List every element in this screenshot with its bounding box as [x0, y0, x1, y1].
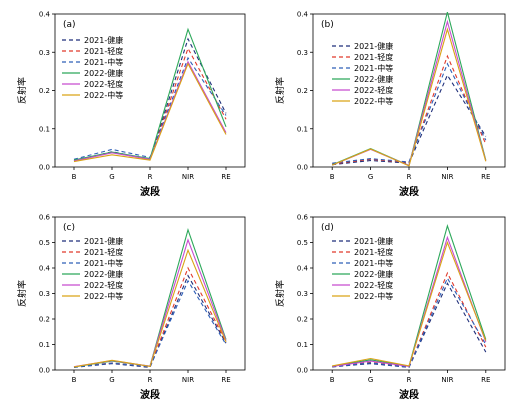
y-tick-label: 0.4 [39, 11, 51, 19]
y-tick-label: 0.6 [39, 214, 51, 222]
series-line-6 [73, 62, 227, 163]
legend-label: 2021-中等 [354, 258, 393, 268]
y-tick-label: 0.0 [39, 367, 50, 375]
y-axis-title: 反射率 [274, 77, 286, 104]
x-tick-label: R [407, 376, 412, 384]
chart-panel-1: 0.00.10.20.30.4B G R NIR RE波段反射率(a)2021-健康20… [16, 11, 246, 198]
legend-label: 2022-轻度 [354, 85, 393, 95]
x-tick-label: B [72, 173, 77, 181]
legend-label: 2021-中等 [84, 57, 123, 67]
series-line-6 [73, 248, 227, 368]
legend-label: 2021-轻度 [354, 247, 393, 257]
y-axis-title: 反射率 [16, 77, 28, 104]
y-tick-label: 0.6 [297, 214, 309, 222]
y-tick-label: 0.5 [297, 239, 308, 247]
x-tick-label: G [368, 173, 373, 181]
y-tick-label: 0.1 [297, 341, 308, 349]
x-tick-label: RE [221, 376, 230, 384]
x-tick-label: B [330, 173, 335, 181]
y-axis-title: 反射率 [274, 280, 286, 307]
legend-label: 2021-中等 [354, 63, 393, 73]
x-tick-label: R [148, 376, 153, 384]
legend-label: 2022-中等 [84, 291, 123, 301]
y-tick-label: 0.4 [297, 265, 309, 273]
x-tick-label: R [148, 173, 153, 181]
series-line-3 [332, 62, 487, 164]
x-tick-label: R [407, 173, 412, 181]
x-tick-label: NIR [441, 173, 453, 181]
legend-label: 2022-健康 [84, 68, 123, 78]
legend-label: 2021-轻度 [84, 247, 123, 257]
panel-tag: (b) [321, 20, 334, 30]
legend-label: 2022-健康 [354, 269, 393, 279]
y-tick-label: 0.2 [297, 316, 308, 324]
y-tick-label: 0.2 [39, 316, 50, 324]
chart-panel-4: 0.0 0.1 0.2 0.3 0.4 0.5 0.6 B G R NIR RE 波段 反射率 (d) 202… [274, 214, 506, 401]
legend-label: 2022-轻度 [84, 79, 123, 89]
legend-label: 2022-中等 [84, 90, 123, 100]
legend-label: 2021-健康 [84, 236, 123, 246]
legend: 2021-健康2021-轻度2021-中等2022-健康2022-轻度2022-… [332, 41, 393, 106]
x-tick-label: RE [481, 173, 490, 181]
legend-label: 2022-健康 [84, 269, 123, 279]
series-line-6 [332, 240, 487, 367]
x-tick-label: RE [221, 173, 230, 181]
y-tick-label: 0.2 [297, 87, 308, 95]
panel-tag: (a) [63, 20, 76, 30]
legend-label: 2022-轻度 [354, 280, 393, 290]
y-tick-label: 0.2 [39, 87, 50, 95]
legend-label: 2022-轻度 [84, 280, 123, 290]
x-axis-title: 波段 [399, 185, 419, 198]
y-tick-label: 0.3 [297, 290, 308, 298]
y-axis-title: 反射率 [16, 280, 28, 307]
x-axis-title: 波段 [399, 388, 419, 401]
x-tick-label: NIR [182, 173, 194, 181]
series-line-2 [73, 266, 227, 368]
y-tick-label: 0.1 [297, 125, 308, 133]
legend: 2021-健康2021-轻度2021-中等2022-健康2022-轻度2022-… [62, 236, 123, 301]
series-line-3 [332, 276, 487, 368]
x-tick-label: RE [481, 376, 490, 384]
series-line-1 [332, 74, 487, 166]
chart-panel-2: 0.00.10.20.30.4B G R NIR RE波段反射率(b)2021-健康20… [274, 11, 506, 198]
y-tick-label: 0.4 [39, 265, 51, 273]
legend-label: 2021-健康 [354, 236, 393, 246]
x-tick-label: NIR [182, 376, 194, 384]
x-tick-label: G [109, 376, 114, 384]
y-tick-label: 0.0 [39, 164, 50, 172]
legend-label: 2022-中等 [354, 291, 393, 301]
plot-frame [312, 216, 506, 371]
legend-label: 2021-中等 [84, 258, 123, 268]
x-axis-title: 波段 [140, 388, 160, 401]
legend-label: 2021-健康 [84, 35, 123, 45]
y-tick-label: 0.0 [297, 164, 308, 172]
y-tick-label: 0.3 [297, 49, 308, 57]
legend-label: 2021-轻度 [84, 46, 123, 56]
legend-label: 2022-健康 [354, 74, 393, 84]
chart-panel-3: 0.0 0.1 0.2 0.3 0.4 0.5 0.6 B G R NIR RE 波段 反射率 (c) 202… [16, 214, 246, 401]
y-tick-label: 0.0 [297, 367, 308, 375]
x-tick-label: B [72, 376, 77, 384]
y-tick-label: 0.3 [39, 49, 50, 57]
y-tick-label: 0.4 [297, 11, 309, 19]
y-tick-label: 0.5 [39, 239, 50, 247]
panel-tag: (c) [63, 223, 75, 233]
panel-tag: (d) [321, 223, 334, 233]
x-tick-label: G [368, 376, 373, 384]
x-tick-label: B [330, 376, 335, 384]
legend: 2021-健康2021-轻度2021-中等2022-健康2022-轻度2022-… [332, 236, 393, 301]
legend-label: 2021-健康 [354, 41, 393, 51]
legend-label: 2021-轻度 [354, 52, 393, 62]
legend: 2021-健康2021-轻度2021-中等2022-健康2022-轻度2022-… [62, 35, 123, 100]
y-tick-label: 0.1 [39, 125, 50, 133]
x-tick-label: G [109, 173, 114, 181]
series-line-6 [331, 27, 487, 167]
y-tick-label: 0.3 [39, 290, 50, 298]
y-tick-label: 0.1 [39, 341, 50, 349]
x-tick-label: NIR [441, 376, 453, 384]
legend-label: 2022-中等 [354, 96, 393, 106]
x-axis-title: 波段 [140, 185, 160, 198]
